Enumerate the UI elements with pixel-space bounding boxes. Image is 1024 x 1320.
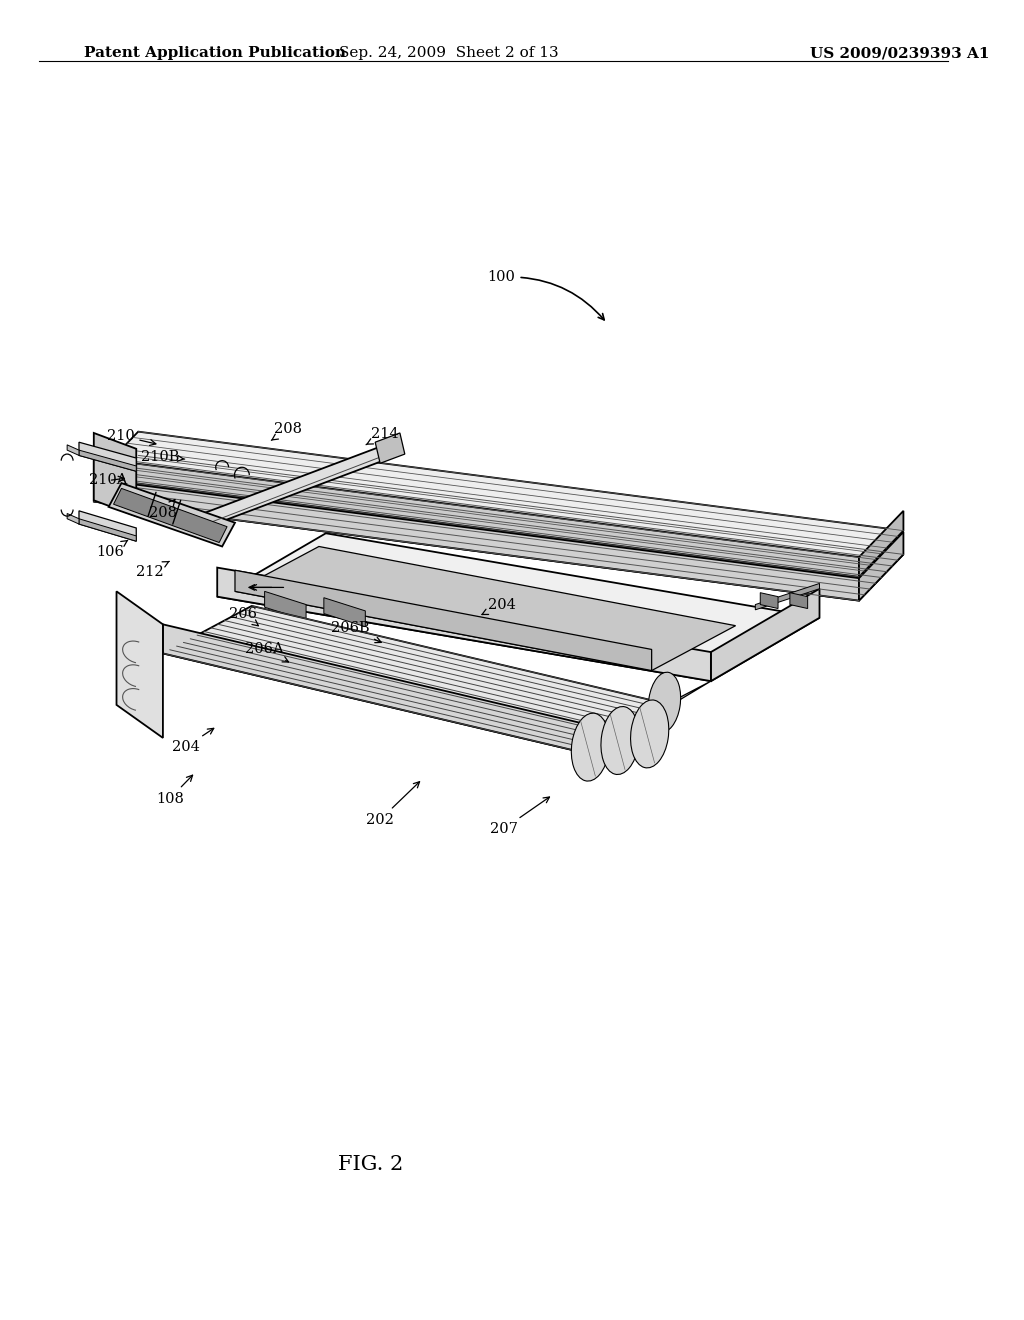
Polygon shape <box>79 450 136 471</box>
Text: 208: 208 <box>271 422 302 441</box>
Text: Patent Application Publication: Patent Application Publication <box>84 46 346 61</box>
Polygon shape <box>234 546 735 671</box>
Text: 108: 108 <box>156 775 193 805</box>
Text: 208: 208 <box>148 499 177 520</box>
Polygon shape <box>109 483 234 546</box>
Polygon shape <box>68 513 79 524</box>
Text: 206B: 206B <box>331 622 381 643</box>
Polygon shape <box>859 511 903 577</box>
Polygon shape <box>94 455 903 601</box>
Ellipse shape <box>601 706 639 775</box>
Text: 212: 212 <box>136 561 169 578</box>
Polygon shape <box>94 433 136 516</box>
Text: 202: 202 <box>367 781 420 826</box>
Polygon shape <box>859 532 903 601</box>
Polygon shape <box>581 681 711 752</box>
Polygon shape <box>760 593 778 609</box>
Polygon shape <box>163 606 672 752</box>
Polygon shape <box>217 533 819 681</box>
Text: 100: 100 <box>487 271 604 319</box>
Ellipse shape <box>648 672 681 733</box>
Text: 210A: 210A <box>89 474 128 487</box>
Text: FIG. 2: FIG. 2 <box>338 1155 402 1173</box>
Text: 206A: 206A <box>246 643 289 663</box>
Polygon shape <box>117 591 163 738</box>
Polygon shape <box>234 570 651 671</box>
Text: 106: 106 <box>96 540 128 558</box>
Polygon shape <box>94 458 859 577</box>
Polygon shape <box>711 589 819 681</box>
Text: 204: 204 <box>482 598 515 615</box>
Polygon shape <box>79 442 136 471</box>
Polygon shape <box>79 511 136 541</box>
Text: 207: 207 <box>489 797 550 836</box>
Polygon shape <box>79 519 136 541</box>
Polygon shape <box>264 591 306 620</box>
Text: US 2009/0239393 A1: US 2009/0239393 A1 <box>810 46 989 61</box>
Polygon shape <box>324 598 366 627</box>
Polygon shape <box>756 583 819 610</box>
Text: 214: 214 <box>366 428 399 445</box>
Polygon shape <box>68 445 79 455</box>
Polygon shape <box>790 593 808 609</box>
Polygon shape <box>193 445 390 531</box>
Text: Sep. 24, 2009  Sheet 2 of 13: Sep. 24, 2009 Sheet 2 of 13 <box>339 46 559 61</box>
Polygon shape <box>163 624 583 752</box>
Polygon shape <box>114 488 227 543</box>
Text: 204: 204 <box>172 729 214 754</box>
Text: 210: 210 <box>106 429 156 445</box>
Text: 206: 206 <box>229 607 258 626</box>
Text: 210B: 210B <box>140 450 184 463</box>
Ellipse shape <box>631 700 669 768</box>
Polygon shape <box>217 568 711 681</box>
Polygon shape <box>94 432 903 577</box>
Polygon shape <box>375 433 404 463</box>
Ellipse shape <box>571 713 609 781</box>
Polygon shape <box>94 479 859 601</box>
